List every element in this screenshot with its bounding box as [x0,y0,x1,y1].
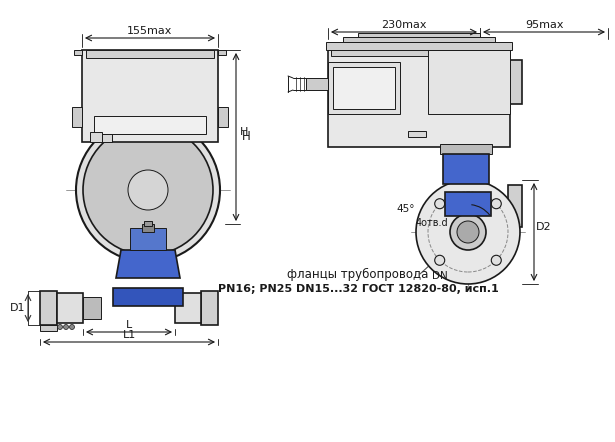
Text: 95max: 95max [525,20,563,30]
Polygon shape [116,250,180,278]
Bar [90,132,102,142]
Text: DN: DN [432,271,448,281]
Text: 45°: 45° [396,204,415,214]
Text: 230max: 230max [381,20,427,30]
Circle shape [491,255,501,265]
Bar [306,78,328,90]
Text: D1: D1 [10,303,26,313]
Circle shape [435,255,445,265]
Bar [508,60,522,104]
Text: PN16; PN25 DN15...32 ГОСТ 12820-80, исп.1: PN16; PN25 DN15...32 ГОСТ 12820-80, исп.… [218,284,498,294]
Bar [113,288,183,306]
Circle shape [450,214,486,250]
Bar [40,291,57,325]
Bar [343,37,495,42]
Circle shape [57,324,63,329]
Bar [358,33,480,37]
Bar [328,62,400,114]
Circle shape [128,170,168,210]
Bar [40,325,57,331]
Bar [326,42,512,50]
Bar [508,185,522,227]
Bar [142,224,154,232]
Bar [86,50,214,58]
Circle shape [416,180,520,284]
Text: L1: L1 [122,330,136,340]
Text: 155max: 155max [127,26,173,36]
Bar [130,228,166,250]
Bar [83,297,101,319]
Text: фланцы трубопровода: фланцы трубопровода [287,267,429,281]
Bar [72,107,82,127]
Text: H: H [240,127,248,137]
Text: H: H [242,130,251,144]
Text: L: L [126,320,132,330]
Bar [175,293,201,323]
Bar [443,154,489,184]
Circle shape [435,199,445,209]
Bar [74,50,82,55]
Bar [408,131,426,137]
Bar [94,116,206,134]
Bar [218,107,228,127]
Bar [144,221,152,226]
Text: D2: D2 [536,222,552,232]
Bar [333,67,395,109]
Bar [440,144,492,154]
Circle shape [457,221,479,243]
Circle shape [491,199,501,209]
Bar [428,50,510,114]
Circle shape [63,324,68,329]
Bar [102,134,112,142]
Bar [331,50,507,56]
Circle shape [69,324,74,329]
Text: 4отв.d: 4отв.d [416,218,448,228]
Bar [201,291,218,325]
Bar [82,50,218,142]
Circle shape [76,118,220,262]
Circle shape [83,125,213,255]
Bar [57,293,83,323]
Bar [328,50,510,147]
Bar [445,192,491,216]
Bar [218,50,226,55]
